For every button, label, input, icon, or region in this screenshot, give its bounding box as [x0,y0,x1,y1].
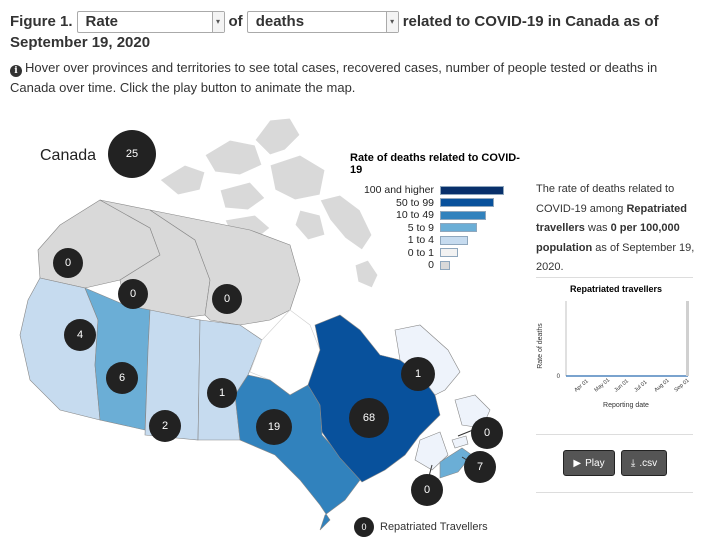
mini-xtick: Aug 01 [653,378,670,394]
divider [536,492,693,493]
svg-text:2: 2 [162,420,168,432]
svg-text:0: 0 [224,293,230,305]
mini-xtick: Jul 01 [633,379,648,393]
bubble-quebec[interactable]: 68 [349,398,389,438]
bubble-ontario[interactable]: 19 [256,409,292,445]
bubble-nunavut[interactable]: 0 [212,284,242,314]
bubble-alberta[interactable]: 6 [106,362,138,394]
metric-select[interactable]: deaths ▾ [246,11,399,33]
title-rest: related to COVID-19 in Canada as of [402,13,659,30]
measure-select-value: Rate [85,13,119,30]
region-pei[interactable] [451,435,469,449]
download-csv-button[interactable]: ⤓ .csv [621,450,667,476]
canada-value: 25 [126,148,138,160]
bubble-bc[interactable]: 4 [64,319,96,351]
legend-item: 5 to 9 [350,222,530,235]
mini-chart-title: Repatriated travellers [569,284,663,294]
map-legend: Rate of deaths related to COVID-19 100 a… [350,152,530,272]
chevron-down-icon[interactable]: ▾ [385,12,398,32]
mini-xtick: Sep 01 [673,378,690,394]
chevron-down-icon[interactable]: ▾ [211,12,224,32]
divider [536,277,693,278]
bubble-pei[interactable]: 0 [471,417,503,449]
bubble-yukon[interactable]: 0 [53,248,83,278]
canada-label: Canada [40,147,96,164]
canada-bubble[interactable]: 25 [108,130,156,178]
svg-text:0: 0 [65,257,71,269]
mini-xtick: Apr 01 [573,379,589,394]
repatriated-bubble[interactable]: 0 [354,517,374,537]
bubble-newfoundland[interactable]: 1 [401,357,435,391]
bubble-manitoba[interactable]: 1 [207,378,237,408]
bubble-saskatchewan[interactable]: 2 [149,410,181,442]
title-date: September 19, 2020 [10,34,151,51]
download-icon: ⤓ [630,457,636,469]
region-bubbles[interactable]: 0 0 0 4 6 2 1 19 68 1 0 7 0 [53,248,503,506]
svg-text:68: 68 [363,412,375,424]
mini-xtick: Jun 01 [613,378,630,393]
svg-text:0: 0 [484,427,490,439]
legend-item: 100 and higher [350,184,530,197]
info-icon: i [10,65,22,77]
region-quebec[interactable] [307,314,441,483]
svg-text:7: 7 [477,461,483,473]
mini-chart: Repatriated travellers Rate of deaths 0 … [536,284,696,414]
play-icon: ▶ [573,457,582,469]
repatriated-travellers[interactable]: 0 Repatriated Travellers [354,517,488,537]
legend-item: 10 to 49 [350,209,530,222]
divider [536,434,693,435]
svg-text:6: 6 [119,372,125,384]
rate-description: The rate of deaths related to COVID-19 a… [536,183,695,273]
legend-item: 50 to 99 [350,197,530,210]
mini-chart-svg: Rate of deaths 0 Apr 01 May 01 Jun 01 Ju… [537,301,691,409]
measure-select[interactable]: Rate ▾ [76,11,225,33]
bubble-nova-scotia[interactable]: 7 [464,451,496,483]
canada-map: Canada 25 0 0 0 4 6 2 1 19 68 1 0 7 0 [19,117,503,531]
svg-text:1: 1 [415,368,421,380]
play-button[interactable]: ▶ Play [563,450,615,476]
svg-text:0: 0 [557,374,561,380]
bubble-new-brunswick[interactable]: 0 [411,474,443,506]
bubble-nwt[interactable]: 0 [118,279,148,309]
mini-xlabel: Reporting date [603,402,649,409]
legend-item: 0 [350,259,530,272]
svg-text:4: 4 [77,329,83,341]
of-text: of [228,13,243,30]
mini-xtick: May 01 [593,377,611,393]
svg-text:1: 1 [219,387,225,399]
region-british-columbia[interactable] [19,277,101,421]
svg-text:19: 19 [268,421,280,433]
mini-ylabel: Rate of deaths [537,323,544,369]
region-nunavut[interactable] [149,209,301,326]
legend-item: 0 to 1 [350,247,530,260]
svg-text:0: 0 [424,484,430,496]
repatriated-label: Repatriated Travellers [380,521,488,533]
figure-title: Figure 1. Rate ▾ of deaths ▾ related to … [10,11,700,53]
legend-item: 1 to 4 [350,234,530,247]
legend-title: Rate of deaths related to COVID-19 [350,152,520,176]
instruction-note: i Hover over provinces and territories to… [10,58,700,98]
figure-label: Figure 1. [10,13,73,30]
svg-text:0: 0 [130,288,136,300]
instruction-text: Hover over provinces and territories to … [10,60,658,95]
metric-select-value: deaths [255,13,305,30]
